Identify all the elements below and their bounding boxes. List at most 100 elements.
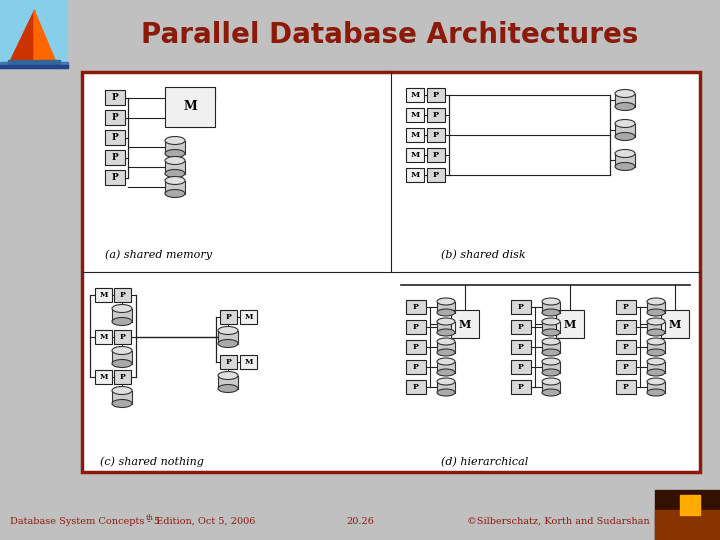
Text: P: P [433, 171, 439, 179]
Text: M: M [669, 319, 681, 329]
Ellipse shape [647, 378, 665, 385]
Text: Edition, Oct 5, 2006: Edition, Oct 5, 2006 [153, 516, 256, 525]
Text: th: th [146, 514, 154, 522]
Text: M: M [99, 333, 108, 341]
Text: P: P [518, 343, 524, 351]
Ellipse shape [437, 309, 455, 316]
Bar [112, 350, 132, 363]
Bar [647, 321, 665, 333]
Bar [427, 168, 445, 182]
Ellipse shape [647, 309, 665, 316]
Text: P: P [413, 363, 419, 371]
Text: M: M [410, 151, 420, 159]
Bar [615, 124, 635, 137]
Text: Parallel Database Architectures: Parallel Database Architectures [141, 21, 639, 49]
Bar [114, 288, 131, 302]
Bar [616, 380, 636, 394]
Text: P: P [518, 363, 524, 371]
Text: P: P [120, 291, 125, 299]
Bar [114, 370, 131, 384]
Ellipse shape [165, 170, 185, 178]
Text: P: P [112, 93, 118, 102]
Ellipse shape [112, 360, 132, 368]
Ellipse shape [437, 349, 455, 356]
Bar [615, 93, 635, 106]
Ellipse shape [112, 347, 132, 354]
Text: M: M [410, 111, 420, 119]
Bar [165, 87, 215, 127]
Text: P: P [623, 363, 629, 371]
Text: P: P [623, 383, 629, 391]
Bar [105, 150, 125, 165]
Bar [661, 310, 689, 338]
Polygon shape [10, 10, 34, 60]
Text: P: P [433, 131, 439, 139]
Text: P: P [112, 173, 118, 182]
Bar [437, 301, 455, 313]
Ellipse shape [542, 318, 560, 325]
Bar [406, 168, 424, 182]
Bar [406, 128, 424, 142]
Bar [511, 300, 531, 314]
Bar [406, 88, 424, 102]
Text: M: M [244, 313, 253, 321]
Ellipse shape [437, 378, 455, 385]
Bar [114, 330, 131, 344]
Ellipse shape [542, 389, 560, 396]
Ellipse shape [542, 309, 560, 316]
Bar [616, 320, 636, 334]
Ellipse shape [615, 119, 635, 127]
Bar [165, 180, 185, 193]
Ellipse shape [647, 389, 665, 396]
Polygon shape [655, 510, 720, 540]
Bar [105, 130, 125, 145]
Ellipse shape [647, 318, 665, 325]
Bar [437, 381, 455, 393]
Bar [240, 310, 257, 324]
Text: M: M [410, 91, 420, 99]
Ellipse shape [615, 103, 635, 111]
Ellipse shape [165, 157, 185, 165]
Bar [437, 361, 455, 373]
Bar [511, 360, 531, 374]
Text: P: P [518, 383, 524, 391]
Bar [616, 340, 636, 354]
Bar [511, 340, 531, 354]
Bar [165, 140, 185, 153]
Text: P: P [413, 323, 419, 331]
Polygon shape [8, 60, 60, 65]
Text: P: P [623, 343, 629, 351]
Text: (a) shared memory: (a) shared memory [105, 249, 212, 260]
Bar [95, 370, 112, 384]
Bar [406, 148, 424, 162]
Bar [427, 128, 445, 142]
Bar [616, 300, 636, 314]
Ellipse shape [165, 177, 185, 185]
Bar [406, 360, 426, 374]
Ellipse shape [647, 349, 665, 356]
Ellipse shape [542, 378, 560, 385]
Bar [615, 153, 635, 166]
Bar [451, 310, 479, 338]
Bar [218, 330, 238, 343]
Text: M: M [244, 358, 253, 366]
Ellipse shape [112, 305, 132, 313]
Bar [112, 390, 132, 403]
Ellipse shape [165, 150, 185, 158]
Ellipse shape [437, 369, 455, 376]
Text: P: P [112, 113, 118, 122]
Bar [647, 381, 665, 393]
Bar [105, 110, 125, 125]
Bar [427, 108, 445, 122]
Bar [240, 355, 257, 369]
Bar [406, 320, 426, 334]
Text: P: P [433, 91, 439, 99]
Text: P: P [518, 323, 524, 331]
Ellipse shape [542, 358, 560, 365]
Bar [511, 380, 531, 394]
Bar [542, 341, 560, 353]
Bar [220, 355, 237, 369]
Text: P: P [623, 323, 629, 331]
Bar [427, 88, 445, 102]
Bar [616, 360, 636, 374]
